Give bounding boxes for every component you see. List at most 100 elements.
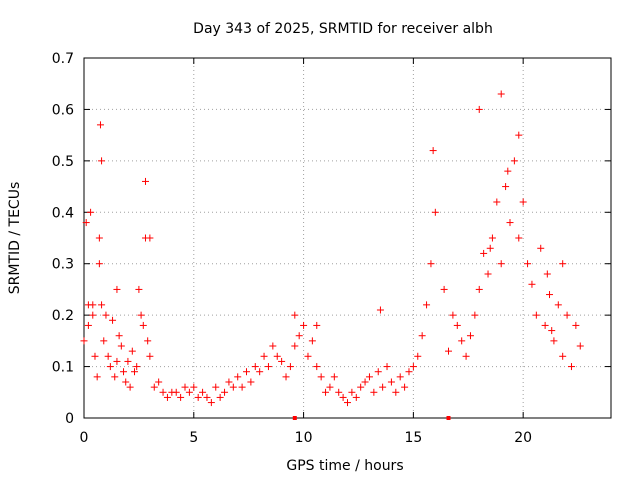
data-point [475,285,483,293]
x-tick-label: 20 [514,430,532,446]
x-tick-label: 10 [295,430,313,446]
data-point [405,368,413,376]
data-point [282,373,290,381]
data-point [150,383,158,391]
data-point [554,301,562,309]
y-tick-label: 0.3 [52,257,74,273]
data-point [190,383,198,391]
data-point [106,363,114,371]
data-point [348,388,356,396]
data-point [440,285,448,293]
data-point [117,342,125,350]
data-point [379,383,387,391]
data-point [98,301,106,309]
x-tick-label: 0 [80,430,89,446]
data-point [418,332,426,340]
data-point [322,388,330,396]
data-point [409,363,417,371]
axis-marker [292,416,297,420]
data-point [401,383,409,391]
data-point [194,393,202,401]
data-point [126,383,134,391]
data-point [431,208,439,216]
data-point [374,368,382,376]
data-point [234,373,242,381]
data-point [269,342,277,350]
data-point [515,131,523,139]
data-point [144,337,152,345]
data-point [291,311,299,319]
y-tick-label: 0.4 [52,205,74,221]
data-point [212,383,220,391]
axis-ticks [83,57,611,419]
data-point [260,352,268,360]
data-point [238,383,246,391]
data-point [291,342,299,350]
y-tick-label: 0.6 [52,102,74,118]
data-point [199,388,207,396]
data-point [352,393,360,401]
data-point [95,234,103,242]
data-point [133,363,141,371]
data-point [102,311,110,319]
data-point [84,301,92,309]
data-point [313,321,321,329]
data-point [466,332,474,340]
x-tick-label: 5 [189,430,198,446]
data-point [146,234,154,242]
data-point [295,332,303,340]
data-point [96,121,104,129]
data-point [524,260,532,268]
y-tick-label: 0.2 [52,308,74,324]
y-tick-label: 0.1 [52,360,74,376]
data-point [576,342,584,350]
data-point [229,383,237,391]
y-tick-labels: 0 0.1 0.2 0.3 0.4 0.5 0.6 0.7 [52,51,74,427]
data-point [423,301,431,309]
data-point [84,321,92,329]
data-point [387,378,395,386]
axis-marker [446,416,451,420]
data-point [93,373,101,381]
data-point [304,352,312,360]
data-point [120,368,128,376]
y-tick-label: 0 [65,411,74,427]
data-point [98,157,106,165]
data-point [139,321,147,329]
data-point [326,383,334,391]
data-point [559,352,567,360]
data-point [462,352,470,360]
data-point [172,388,180,396]
data-point [95,260,103,268]
data-point [177,393,185,401]
data-point [396,373,404,381]
data-point [427,260,435,268]
data-point [376,306,384,314]
data-point [242,368,250,376]
data-point [510,157,518,165]
data-point [251,363,259,371]
data-point [300,321,308,329]
grid-lines [84,58,611,418]
data-point [124,357,132,365]
data-point [159,388,167,396]
data-point [502,183,510,191]
data-point [89,311,97,319]
data-point [504,167,512,175]
data-point [392,388,400,396]
data-point [365,373,373,381]
data-point [146,352,154,360]
data-point [225,378,233,386]
x-tick-labels: 0 5 10 15 20 [80,430,533,446]
data-point [91,352,99,360]
y-tick-label: 0.5 [52,154,74,170]
y-axis-label: SRMTID / TECUs [7,182,23,295]
data-point [480,249,488,257]
data-point [335,388,343,396]
data-point [109,316,117,324]
data-point [458,337,466,345]
data-point [537,244,545,252]
data-point [137,311,145,319]
data-point [484,270,492,278]
data-point [185,388,193,396]
